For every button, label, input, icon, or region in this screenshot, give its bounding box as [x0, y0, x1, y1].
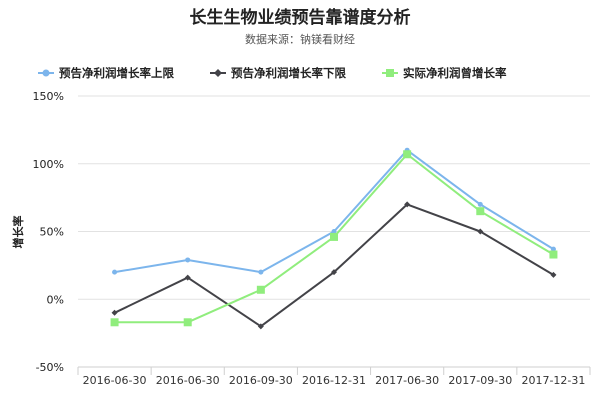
series-2	[111, 201, 557, 330]
legend-marker	[214, 69, 222, 77]
legend-marker	[386, 69, 394, 77]
data-point[interactable]	[550, 246, 556, 252]
data-point[interactable]	[404, 201, 411, 208]
data-point[interactable]	[112, 269, 118, 275]
x-tick-label: 2017-12-31	[521, 374, 585, 387]
y-tick-label: 50%	[40, 226, 64, 239]
data-point[interactable]	[110, 318, 119, 327]
series-line	[114, 149, 554, 274]
data-point[interactable]	[477, 228, 484, 235]
legend-item-3[interactable]: 实际净利润曾增长率	[382, 66, 507, 80]
y-tick-label: -50%	[36, 361, 64, 374]
axes: -50% 0% 50% 100% 150% 2016-06-30 2016-06-30 201…	[33, 90, 591, 387]
legend-item-1[interactable]: 预告净利润增长率上限	[38, 66, 174, 80]
x-tick-label: 2017-09-30	[448, 374, 512, 387]
data-point[interactable]	[185, 257, 191, 263]
chart-title: 长生生物业绩预告靠谱度分析	[190, 7, 411, 28]
y-tick-label: 150%	[33, 90, 64, 103]
x-tick-label: 2017-06-30	[375, 374, 439, 387]
y-axis-label: 增长率	[11, 216, 25, 249]
data-point[interactable]	[111, 309, 118, 316]
series-1	[112, 147, 556, 275]
data-point[interactable]	[549, 250, 558, 259]
series-group	[110, 147, 558, 330]
x-tick-label: 2016-12-31	[302, 374, 366, 387]
data-point[interactable]	[330, 232, 338, 241]
legend-label: 预告净利润增长率下限	[231, 66, 346, 80]
data-point[interactable]	[331, 229, 337, 234]
data-point[interactable]	[477, 201, 483, 207]
data-point[interactable]	[403, 150, 412, 159]
data-point[interactable]	[183, 318, 192, 327]
series-3	[110, 150, 558, 327]
legend-label: 实际净利润曾增长率	[403, 66, 507, 80]
legend-marker	[42, 69, 50, 77]
x-tick-label: 2016-06-30	[83, 374, 147, 387]
data-point[interactable]	[184, 274, 191, 281]
data-point[interactable]	[256, 285, 265, 294]
data-point[interactable]	[331, 269, 337, 276]
y-tick-label: 100%	[33, 158, 64, 171]
data-point[interactable]	[258, 269, 264, 275]
legend-item-2[interactable]: 预告净利润增长率下限	[210, 66, 346, 80]
data-point[interactable]	[476, 207, 485, 216]
y-tick-label: 0%	[47, 293, 64, 306]
legend-label: 预告净利润增长率上限	[59, 66, 174, 80]
series-line	[114, 203, 554, 328]
chart-subtitle: 数据来源：钠镁看财经	[245, 32, 355, 46]
x-tick-label: 2016-06-30	[156, 374, 220, 387]
data-point[interactable]	[550, 271, 557, 278]
data-point[interactable]	[257, 323, 264, 330]
legend[interactable]: 预告净利润增长率上限 预告净利润增长率下限 实际净利润曾增长率	[38, 66, 507, 80]
x-tick-label: 2016-09-30	[229, 374, 293, 387]
